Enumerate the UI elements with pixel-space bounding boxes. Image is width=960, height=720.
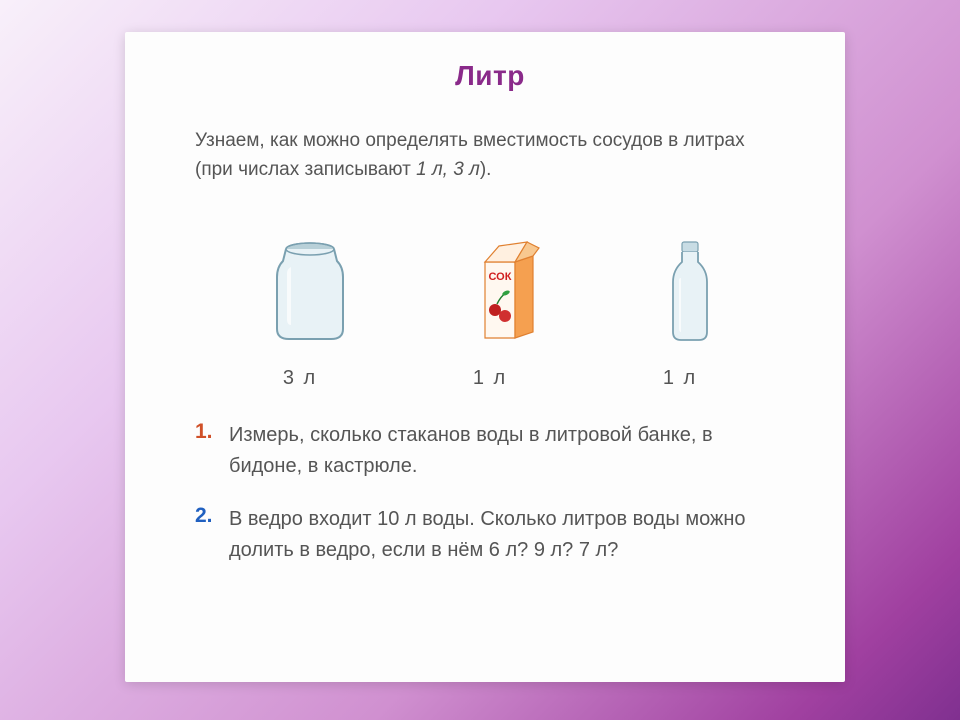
container-carton: СОК xyxy=(475,233,545,343)
container-labels-row: 3 л 1 л 1 л xyxy=(205,357,775,390)
jar-icon xyxy=(265,233,355,343)
question-1-number: 1. xyxy=(195,420,229,482)
question-1-text: Измерь, сколько стаканов воды в литровой… xyxy=(229,420,785,482)
svg-text:СОК: СОК xyxy=(489,271,512,283)
intro-notation: 1 л, 3 л xyxy=(416,159,480,180)
textbook-page: Литр Узнаем, как можно определять вмести… xyxy=(125,32,845,682)
intro-paragraph: Узнаем, как можно определять вместимость… xyxy=(195,126,785,185)
container-jar xyxy=(265,233,355,343)
question-2-number: 2. xyxy=(195,504,229,566)
intro-text-after: ). xyxy=(480,159,492,180)
containers-row: СОК xyxy=(205,213,775,343)
question-2: 2. В ведро входит 10 л воды. Сколько лит… xyxy=(195,504,785,566)
carton-icon: СОК xyxy=(475,233,545,343)
bottle-icon xyxy=(665,233,715,343)
page-title: Литр xyxy=(195,60,785,92)
bottle-label: 1 л xyxy=(663,367,697,390)
container-bottle xyxy=(665,233,715,343)
carton-label: 1 л xyxy=(473,367,507,390)
question-1: 1. Измерь, сколько стаканов воды в литро… xyxy=(195,420,785,482)
question-2-text: В ведро входит 10 л воды. Сколько литров… xyxy=(229,504,785,566)
jar-label: 3 л xyxy=(283,367,317,390)
